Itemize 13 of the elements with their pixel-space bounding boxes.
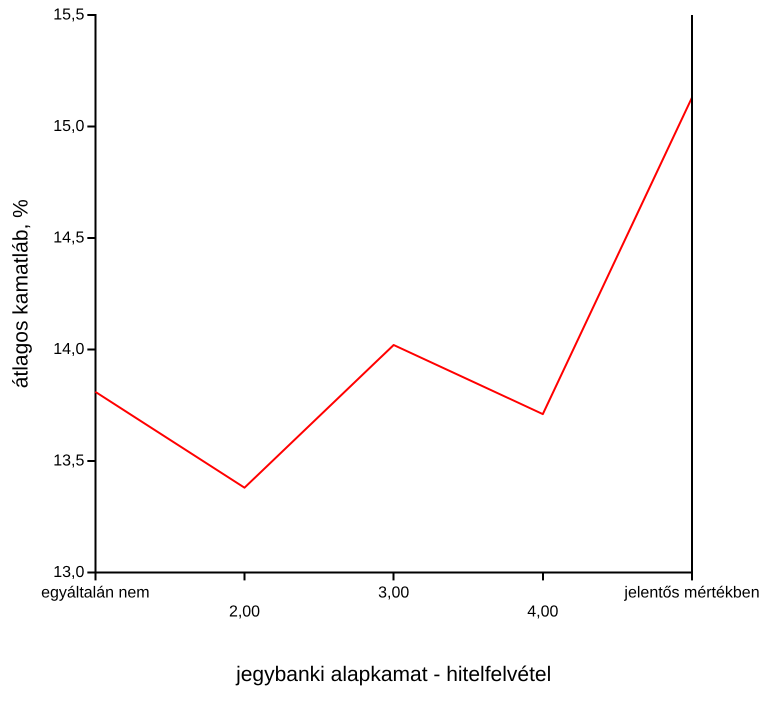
x-tick-label: egyáltalán nem	[41, 584, 150, 602]
y-tick-label: 15,0	[53, 118, 84, 135]
y-axis-title: átlagos kamatláb, %	[9, 199, 32, 388]
x-axis-title: jegybanki alapkamat - hitelfelvétel	[235, 663, 552, 686]
x-tick-label: 2,00	[228, 604, 260, 621]
x-tick-label: 3,00	[378, 584, 410, 602]
y-tick-label: 13,0	[53, 564, 84, 581]
y-tick-label: 14,0	[53, 340, 84, 358]
y-tick-label: 15,5	[53, 6, 84, 24]
y-tick-label: 14,5	[53, 229, 84, 246]
y-tick-label: 13,5	[53, 452, 84, 470]
x-tick-label: 4,00	[527, 604, 559, 621]
x-tick-label: jelentős mértékben	[623, 584, 760, 602]
